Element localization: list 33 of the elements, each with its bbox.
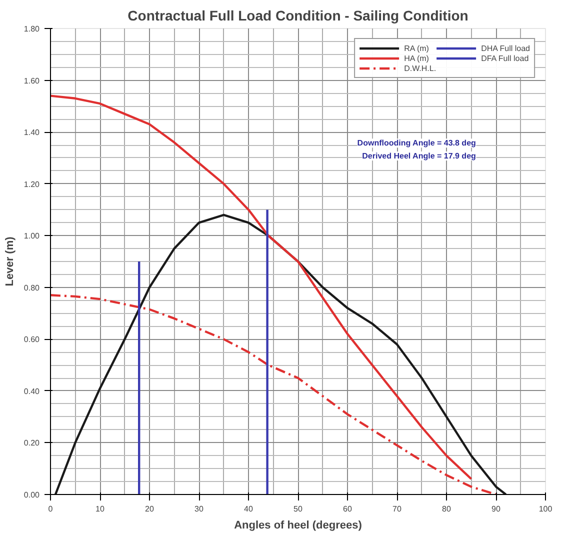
y-tick-label: 1.60 <box>24 76 40 86</box>
y-tick-label: 0.80 <box>24 283 40 292</box>
x-tick-label: 40 <box>244 504 254 514</box>
annotation: Derived Heel Angle = 17.9 deg <box>362 152 476 161</box>
x-tick-label: 100 <box>538 504 553 514</box>
x-tick-label: 90 <box>492 504 501 514</box>
y-tick-label: 0.00 <box>24 490 40 500</box>
x-tick-label: 60 <box>343 504 352 514</box>
legend-label: HA (m) <box>404 53 429 63</box>
legend-label: DFA Full load <box>481 53 529 63</box>
line-series <box>50 294 498 494</box>
x-tick-label: 70 <box>392 504 402 514</box>
y-tick-label: 0.40 <box>24 386 40 396</box>
x-tick-label: 30 <box>194 504 204 514</box>
legend-label: RA (m) <box>404 43 429 53</box>
x-tick-label: 10 <box>96 504 105 514</box>
annotation: Downflooding Angle = 43.8 deg <box>357 138 476 148</box>
y-tick-label: 1.20 <box>24 180 40 189</box>
legend-label: D.W.H.L. <box>404 63 436 73</box>
y-tick-label: 1.40 <box>24 128 40 138</box>
y-axis-title: Lever (m) <box>4 236 16 286</box>
x-tick-label: 0 <box>48 504 54 514</box>
x-tick-label: 80 <box>442 504 452 514</box>
chart-title: Contractual Full Load Condition - Sailing Condition <box>128 8 468 24</box>
x-tick-label: 50 <box>294 504 303 514</box>
y-tick-label: 1.00 <box>24 232 40 241</box>
y-tick-label: 0.60 <box>24 335 40 344</box>
line-series <box>54 214 507 494</box>
legend-label: DHA Full load <box>481 43 530 53</box>
x-axis-title: Angles of heel (degrees) <box>234 520 362 532</box>
x-tick-label: 20 <box>145 504 154 514</box>
y-tick-label: 0.20 <box>24 438 40 448</box>
y-tick-label: 1.80 <box>24 24 40 34</box>
